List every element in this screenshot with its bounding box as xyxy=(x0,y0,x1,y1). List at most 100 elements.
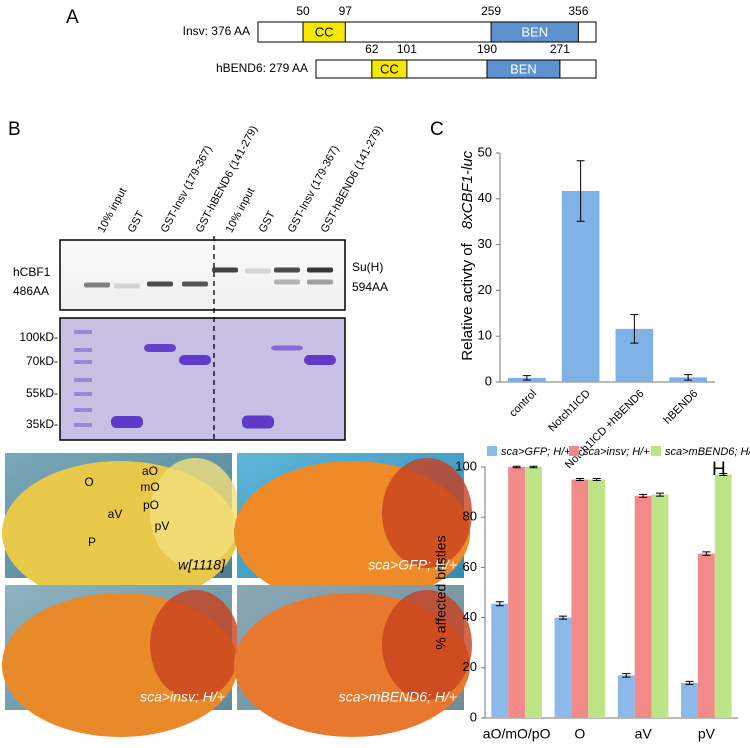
band xyxy=(274,267,300,273)
gel-label: 594AA xyxy=(352,280,388,294)
y-tick-label: 100 xyxy=(455,458,477,473)
y-tick-label: 80 xyxy=(463,509,477,524)
domain-label: CC xyxy=(315,24,334,39)
bar xyxy=(634,495,652,718)
ladder-band xyxy=(74,360,92,364)
error-bar xyxy=(684,374,693,381)
photo-annotation: aO xyxy=(142,464,158,478)
marker-label: 35kD- xyxy=(26,417,58,431)
band xyxy=(271,345,303,351)
marker-label: 70kD- xyxy=(26,354,58,368)
error-bar xyxy=(522,375,531,381)
y-tick-label: 20 xyxy=(478,282,492,297)
panel-letter: B xyxy=(8,119,21,140)
band xyxy=(111,416,143,428)
y-tick-label: 40 xyxy=(478,190,492,205)
bar xyxy=(697,553,715,718)
band xyxy=(212,267,238,273)
domain xyxy=(371,59,408,79)
domain-end: 101 xyxy=(397,42,417,56)
bar xyxy=(491,603,509,718)
y-axis-label: % affected bristles xyxy=(433,535,449,649)
marker-label: 100kD- xyxy=(19,330,58,344)
domain-start: 50 xyxy=(296,4,310,18)
error-bar xyxy=(575,478,584,482)
domain-end: 271 xyxy=(550,42,570,56)
band xyxy=(84,282,110,288)
legend-swatch xyxy=(569,446,579,456)
panel-letter: A xyxy=(66,7,79,28)
x-tick-label: aO/mO/pO xyxy=(483,726,551,742)
domain-label: BEN xyxy=(510,61,537,76)
domain-start: 62 xyxy=(365,42,379,56)
photo-annotation: mO xyxy=(140,480,159,494)
x-tick-label: hBEND6 xyxy=(662,388,701,427)
fly-eye xyxy=(150,458,240,568)
ladder-band xyxy=(74,348,92,352)
domain-start: 259 xyxy=(481,4,501,18)
photo-annotation: pV xyxy=(155,519,170,533)
x-tick-label: Notch1ICD xyxy=(546,388,593,435)
photo-annotation: O xyxy=(84,475,93,489)
error-bar xyxy=(655,492,664,497)
band xyxy=(114,283,140,289)
domain-label: BEN xyxy=(521,24,548,39)
error-bar xyxy=(702,551,711,556)
fly-eye xyxy=(382,458,472,568)
photo-caption: sca>GFP; H/+ xyxy=(368,557,457,573)
bar xyxy=(561,191,600,382)
domain xyxy=(302,21,346,43)
band xyxy=(307,279,333,285)
gel-label: Su(H) xyxy=(352,260,383,274)
gel-top xyxy=(59,239,346,311)
bar xyxy=(714,474,732,718)
error-bar xyxy=(630,314,639,344)
lane-label: GST xyxy=(257,209,278,235)
bar xyxy=(508,467,526,718)
error-bar xyxy=(576,160,585,222)
error-bar xyxy=(495,601,504,607)
error-bar xyxy=(639,493,648,498)
bar xyxy=(525,467,542,718)
photo-caption: w[1118] xyxy=(178,557,226,573)
y-tick-label: 50 xyxy=(478,144,492,159)
protein-name: hBEND6: 279 AA xyxy=(216,61,308,75)
bar xyxy=(588,479,606,718)
domain-end: 356 xyxy=(568,4,588,18)
band xyxy=(304,355,336,365)
error-bar xyxy=(592,478,601,482)
y-tick-label: 20 xyxy=(463,659,477,674)
lane-label: 10% input xyxy=(224,186,258,235)
fly-eye xyxy=(382,590,472,700)
y-tick-label: 60 xyxy=(463,559,477,574)
gel-label: hCBF1 xyxy=(13,265,51,279)
legend-swatch xyxy=(487,446,497,456)
error-bar xyxy=(559,615,568,620)
error-bar xyxy=(622,673,631,678)
ladder-band xyxy=(74,408,92,412)
photo-caption: sca>insv; H/+ xyxy=(140,689,225,705)
domain xyxy=(486,59,561,79)
photo-annotation: pO xyxy=(143,498,159,512)
y-tick-label: 0 xyxy=(470,709,477,724)
legend-label: sca>mBEND6; H/+ xyxy=(665,446,750,458)
bar xyxy=(554,617,572,718)
error-bar xyxy=(719,473,728,477)
legend-swatch xyxy=(651,446,661,456)
y-tick-label: 0 xyxy=(485,373,492,388)
y-axis-label: 8xCBF1-luc xyxy=(459,150,476,229)
y-tick-label: 40 xyxy=(463,609,477,624)
band xyxy=(245,268,271,274)
band xyxy=(242,415,274,429)
lane-label: 10% input xyxy=(96,186,130,235)
protein-name: Insv: 376 AA xyxy=(183,24,250,38)
x-tick-label: pV xyxy=(698,726,716,742)
domain-label: CC xyxy=(380,61,399,76)
bar xyxy=(651,494,669,718)
gel-label: 486AA xyxy=(13,284,49,298)
band xyxy=(179,355,211,365)
band xyxy=(182,281,208,287)
error-bar xyxy=(529,465,538,469)
ladder-band xyxy=(74,392,92,396)
bar xyxy=(681,682,698,718)
